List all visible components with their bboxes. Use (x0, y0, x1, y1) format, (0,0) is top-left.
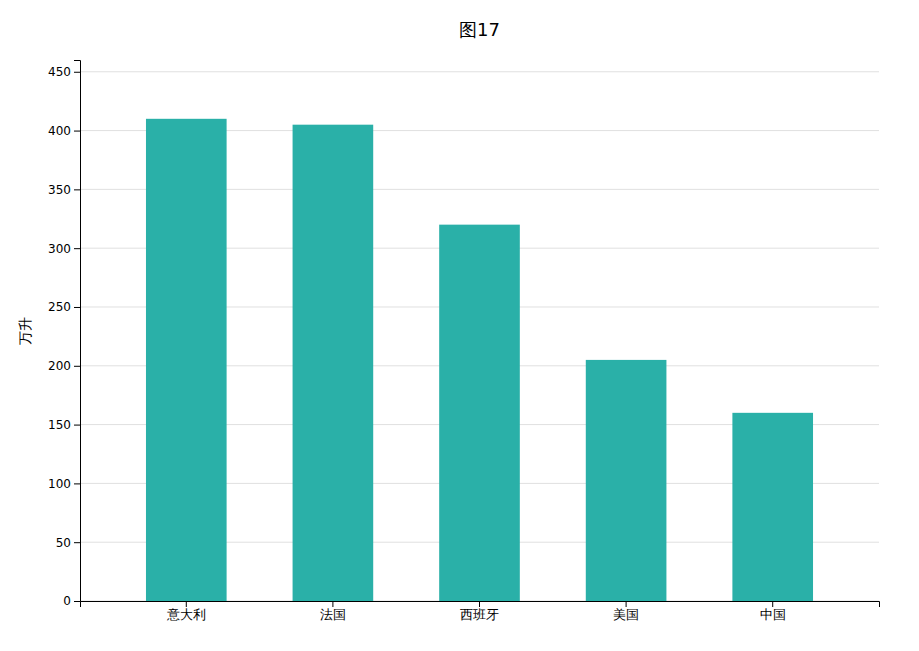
x-tick-mark (772, 601, 773, 607)
x-tick: 法国 (320, 601, 346, 622)
bars (146, 119, 813, 601)
y-tick-mark (74, 131, 80, 132)
plot-area: 意大利 法国 西班牙 美国 中国 0 50 100 150 200 250 300 350 400 450 (48, 61, 879, 623)
y-tick-mark (74, 425, 80, 426)
x-tick: 西班牙 (460, 601, 499, 622)
y-tick-label: 400 (48, 124, 71, 138)
y-tick-label: 250 (48, 300, 71, 314)
bar (439, 225, 520, 601)
bar (732, 413, 813, 601)
y-tick-label: 300 (48, 242, 71, 256)
y-tick: 450 (48, 65, 80, 79)
y-axis: 0 50 100 150 200 250 300 350 400 450 (48, 61, 80, 609)
x-tick: 中国 (760, 601, 786, 622)
y-tick: 250 (48, 300, 80, 314)
bar (293, 125, 374, 601)
grid-line (80, 71, 879, 72)
y-tick-mark (74, 248, 80, 249)
x-tick-label: 中国 (760, 607, 786, 622)
x-tick-label: 美国 (613, 607, 639, 622)
x-axis-line (81, 602, 880, 608)
x-tick-mark (626, 601, 627, 607)
y-tick-label: 0 (63, 594, 71, 608)
x-tick-mark (479, 601, 480, 607)
x-tick-mark (186, 601, 187, 607)
y-tick-label: 50 (56, 536, 71, 550)
y-tick-mark (74, 189, 80, 190)
y-tick: 0 (63, 594, 80, 608)
y-tick: 300 (48, 242, 80, 256)
x-tick-label: 西班牙 (460, 607, 499, 622)
grid (80, 72, 879, 601)
y-tick: 350 (48, 183, 80, 197)
y-tick-mark (74, 72, 80, 73)
bar (146, 119, 227, 601)
y-tick-label: 450 (48, 65, 71, 79)
x-tick-label: 意大利 (166, 607, 206, 622)
y-tick: 50 (56, 536, 80, 550)
y-tick: 100 (48, 477, 80, 491)
x-axis: 意大利 法国 西班牙 美国 中国 (81, 601, 880, 622)
bar (586, 360, 667, 601)
x-tick: 美国 (613, 601, 639, 622)
y-tick-label: 350 (48, 183, 71, 197)
y-tick-mark (74, 307, 80, 308)
y-tick-label: 200 (48, 359, 71, 373)
y-tick-mark (74, 542, 80, 543)
chart-svg: 意大利 法国 西班牙 美国 中国 0 50 100 150 200 250 300 350 400 450 万… (0, 0, 919, 651)
chart-title: 图17 (459, 19, 500, 40)
x-tick-label: 法国 (320, 607, 346, 622)
y-axis-line (74, 61, 81, 602)
x-tick-mark (332, 601, 333, 607)
y-tick-mark (74, 601, 80, 602)
y-tick-mark (74, 483, 80, 484)
y-tick: 400 (48, 124, 80, 138)
y-tick-mark (74, 366, 80, 367)
y-tick: 200 (48, 359, 80, 373)
y-tick: 150 (48, 418, 80, 432)
x-tick: 意大利 (166, 601, 206, 622)
y-tick-label: 150 (48, 418, 71, 432)
y-tick-label: 100 (48, 477, 71, 491)
y-axis-title: 万升 (17, 317, 33, 345)
